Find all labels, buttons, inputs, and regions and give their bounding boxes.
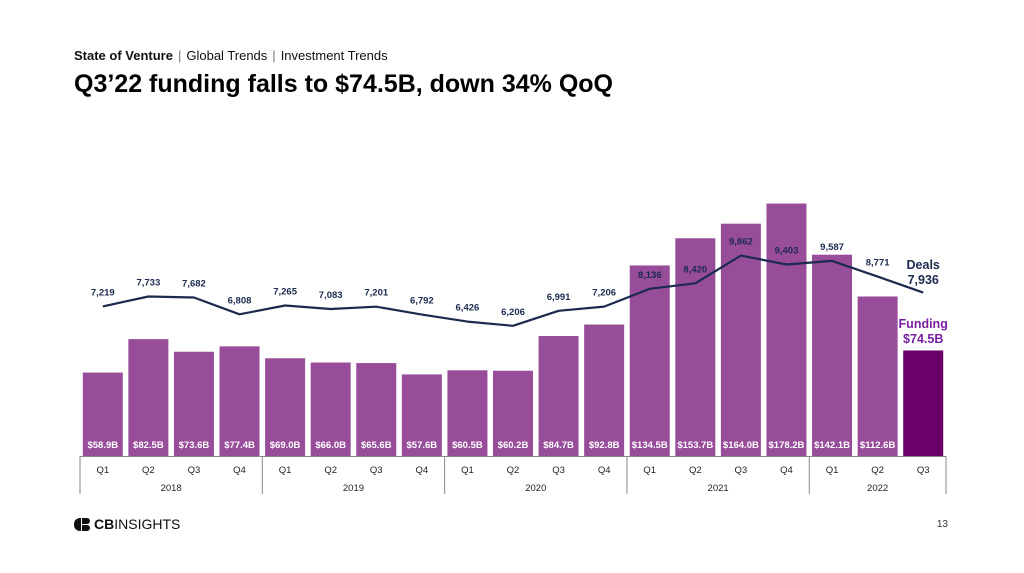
funding-bar (538, 336, 579, 456)
funding-bar-label: $134.5B (632, 440, 668, 451)
funding-bar (857, 296, 898, 456)
deals-point-label: 7,682 (182, 279, 206, 290)
funding-bar-label: $178.2B (769, 440, 805, 451)
funding-bar-label: $65.6B (361, 440, 392, 451)
logo-text-bold: CB (94, 516, 115, 532)
breadcrumb-item-investment-trends: Investment Trends (280, 48, 388, 63)
deals-point-label: 8,136 (638, 270, 662, 281)
deals-point-label: 6,792 (410, 296, 434, 307)
x-year-label: 2018 (161, 483, 182, 494)
page-title: Q3’22 funding falls to $74.5B, down 34% … (74, 70, 613, 98)
funding-bar (812, 254, 853, 456)
deals-point-label: 6,426 (456, 303, 480, 314)
x-tick-label: Q1 (461, 465, 474, 476)
x-year-label: 2020 (525, 483, 546, 494)
funding-bar-label: $66.0B (315, 440, 346, 451)
funding-bar (310, 362, 351, 456)
x-tick-label: Q1 (826, 465, 839, 476)
breadcrumb-separator: | (272, 48, 276, 63)
funding-bar (128, 339, 169, 456)
x-tick-label: Q1 (96, 465, 109, 476)
deals-point-label: 9,587 (820, 242, 844, 253)
deals-point-label: 8,771 (866, 258, 890, 269)
funding-bar (629, 265, 670, 456)
x-tick-label: Q4 (415, 465, 428, 476)
deals-point-label: 9,862 (729, 237, 753, 248)
x-tick-label: Q3 (917, 465, 930, 476)
funding-bar-label: $164.0B (723, 440, 759, 451)
x-tick-label: Q4 (598, 465, 611, 476)
funding-bar-label: $84.7B (543, 440, 574, 451)
funding-bar (82, 372, 123, 456)
funding-bar-label: $57.6B (407, 440, 438, 451)
funding-bar (265, 358, 306, 456)
x-tick-label: Q3 (735, 465, 748, 476)
breadcrumb-item-global-trends: Global Trends (186, 48, 268, 63)
x-tick-label: Q3 (552, 465, 565, 476)
x-tick-label: Q2 (871, 465, 884, 476)
x-tick-label: Q2 (507, 465, 520, 476)
logo-text: CBINSIGHTS (94, 516, 180, 532)
funding-bar-label: $58.9B (87, 440, 118, 451)
x-tick-label: Q4 (233, 465, 246, 476)
deals-point-label: 9,403 (775, 245, 799, 256)
funding-bar (493, 370, 533, 456)
funding-bar (766, 203, 807, 456)
deals-point-label: 6,206 (501, 307, 525, 318)
deals-series-name: Deals (907, 258, 940, 272)
funding-bar (356, 363, 397, 456)
deals-point-label: 6,991 (547, 292, 571, 303)
x-tick-label: Q2 (324, 465, 337, 476)
funding-bar (903, 350, 944, 456)
funding-bar-label: $69.0B (270, 440, 301, 451)
funding-bar-label: $60.5B (452, 440, 483, 451)
funding-bar (401, 374, 442, 456)
breadcrumb: State of Venture | Global Trends | Investmen… (74, 48, 388, 63)
funding-bar (219, 346, 260, 456)
x-tick-label: Q3 (370, 465, 383, 476)
funding-bar (584, 324, 625, 456)
funding-bar-label: $73.6B (179, 440, 210, 451)
cb-insights-logo-icon (74, 517, 90, 531)
funding-bar-label: $77.4B (224, 440, 255, 451)
x-year-label: 2021 (708, 483, 729, 494)
deals-point-label: 6,808 (228, 295, 252, 306)
funding-bar-label: $112.6B (860, 440, 896, 451)
funding-bar-label: $60.2B (498, 440, 529, 451)
x-year-label: 2019 (343, 483, 364, 494)
deals-point-label: 7,733 (136, 278, 160, 289)
breadcrumb-separator: | (177, 48, 182, 63)
x-tick-label: Q4 (780, 465, 793, 476)
x-tick-label: Q2 (689, 465, 702, 476)
deals-point-label: 8,420 (683, 264, 707, 275)
funding-bar (447, 370, 488, 456)
x-year-label: 2022 (867, 483, 888, 494)
x-tick-label: Q1 (279, 465, 292, 476)
x-tick-label: Q2 (142, 465, 155, 476)
x-tick-label: Q3 (188, 465, 201, 476)
deals-point-label: 7,206 (592, 288, 616, 299)
breadcrumb-section: State of Venture (74, 48, 173, 63)
deals-point-label: 7,265 (273, 287, 297, 298)
funding-latest-value: $74.5B (903, 332, 943, 346)
cb-insights-logo: CBINSIGHTS (74, 514, 180, 534)
x-tick-label: Q1 (643, 465, 656, 476)
deals-point-label: 7,201 (364, 288, 388, 299)
funding-series-name: Funding (899, 317, 948, 331)
deals-line (102, 254, 924, 327)
deals-point-label: 7,083 (319, 290, 343, 301)
funding-bar-label: $153.7B (677, 440, 713, 451)
page-number: 13 (936, 519, 948, 530)
funding-bar-label: $142.1B (814, 440, 850, 451)
logo-text-rest: INSIGHTS (114, 516, 181, 532)
funding-bar-label: $82.5B (133, 440, 164, 451)
deals-point-label: 7,219 (91, 287, 115, 298)
funding-bar (173, 351, 214, 456)
funding-bar (720, 223, 761, 456)
funding-bar-label: $92.8B (589, 440, 620, 451)
deals-latest-value: 7,936 (908, 273, 939, 287)
